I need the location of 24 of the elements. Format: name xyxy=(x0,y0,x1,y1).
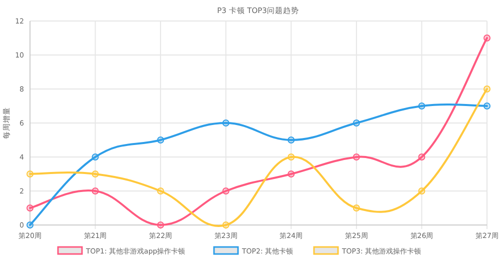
point xyxy=(418,102,426,110)
point xyxy=(352,120,360,126)
point xyxy=(288,154,295,160)
point xyxy=(418,188,426,194)
point xyxy=(26,170,34,178)
point xyxy=(352,154,360,160)
point xyxy=(222,222,230,228)
point xyxy=(92,170,99,178)
point xyxy=(484,34,490,42)
point xyxy=(352,204,360,212)
point xyxy=(157,188,164,194)
point xyxy=(484,102,490,110)
point xyxy=(157,222,164,228)
point xyxy=(157,136,164,144)
point xyxy=(92,188,99,194)
point xyxy=(26,222,34,228)
point xyxy=(484,86,490,92)
point xyxy=(222,188,230,194)
point xyxy=(26,204,34,212)
point xyxy=(222,120,230,126)
point xyxy=(92,154,99,160)
point xyxy=(288,136,295,144)
point xyxy=(418,154,426,160)
point xyxy=(288,170,295,178)
